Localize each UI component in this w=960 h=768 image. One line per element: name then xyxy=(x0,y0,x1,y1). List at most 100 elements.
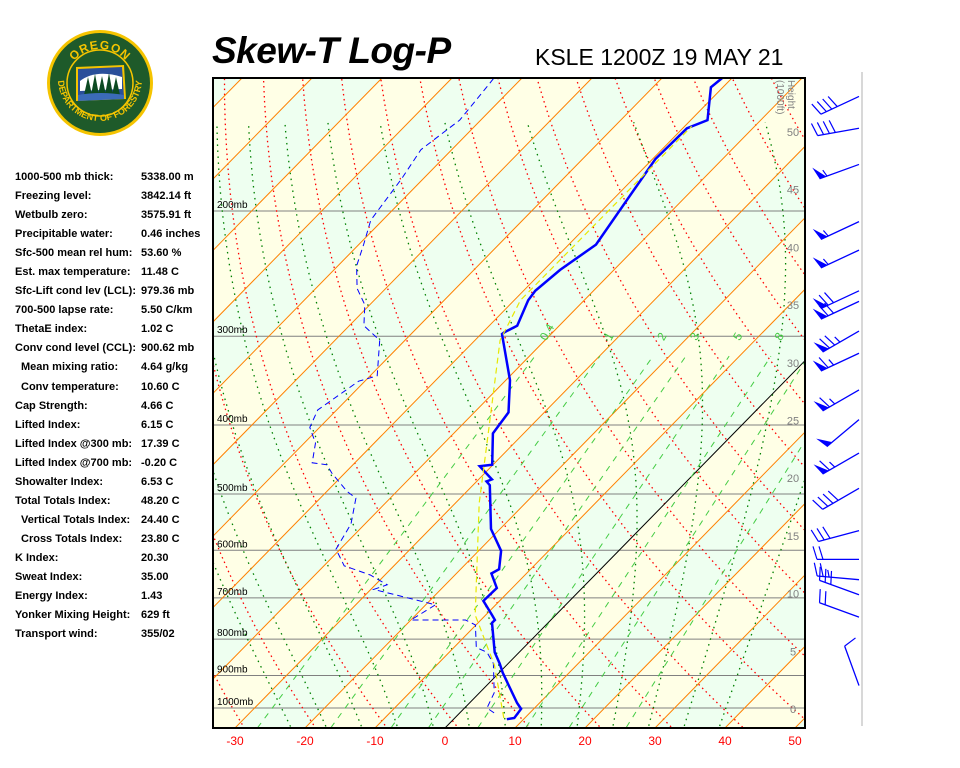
stat-row: Lifted Index @700 mb: -0.20 C xyxy=(15,454,225,473)
stat-value: 5338.00 m xyxy=(141,171,194,183)
mixing-ratio-line xyxy=(525,355,772,728)
isotherm-line xyxy=(234,145,805,728)
stat-label: Cross Totals Index: xyxy=(21,532,123,545)
wind-barb-full xyxy=(816,101,827,113)
stat-label: Lifted Index @300 mb: xyxy=(15,437,133,450)
wind-barb-staff xyxy=(819,602,860,618)
wind-barb xyxy=(813,330,860,353)
wind-barb-full xyxy=(818,546,824,560)
wind-barb-pennant xyxy=(813,464,829,475)
stat-value: 24.40 C xyxy=(141,513,180,526)
wind-barb-full xyxy=(822,98,833,110)
wind-barb-staff xyxy=(817,127,860,137)
height-tick-label: 10 xyxy=(787,589,799,601)
stat-value: 6.15 C xyxy=(141,418,174,431)
wind-barb xyxy=(811,95,860,115)
temperature-band xyxy=(0,78,172,728)
dry-adiabat-line xyxy=(419,78,805,721)
height-tick-label: 45 xyxy=(787,185,799,197)
wind-barb xyxy=(812,290,860,310)
isotherm-line xyxy=(865,78,960,728)
wind-barb-pennant xyxy=(813,401,829,411)
plot-frame xyxy=(212,77,806,729)
isotherm-line xyxy=(213,78,803,680)
wind-barb xyxy=(844,637,860,686)
isobar-label: 400mb xyxy=(217,414,248,425)
stat-value: 5.50 C/km xyxy=(141,304,193,317)
stat-value: 0.46 inches xyxy=(141,228,201,241)
stat-row: Yonker Mixing Height: 629 ft xyxy=(15,606,225,625)
stat-value: 3842.14 ft xyxy=(141,190,192,203)
stat-row: Energy Index: 1.43 xyxy=(15,587,225,606)
wind-barb-staff xyxy=(822,389,860,412)
stat-row: Conv cond level (CCL): 900.62 mb xyxy=(15,339,225,358)
stat-label: Sweat Index: xyxy=(15,570,83,583)
wind-barb-pennant xyxy=(812,257,828,268)
stat-value: 48.20 C xyxy=(141,494,180,507)
wind-barb-full xyxy=(810,529,819,542)
wind-barb-full xyxy=(819,563,824,577)
stat-value: 6.53 C xyxy=(141,475,174,488)
isotherm-line xyxy=(304,217,805,728)
stat-label: Lifted Index: xyxy=(15,418,81,431)
dry-adiabat-line xyxy=(340,78,674,728)
isotherm-line xyxy=(213,78,383,252)
wind-barb-pennant xyxy=(816,438,833,447)
isotherm-line xyxy=(213,78,593,466)
wind-barb-staff xyxy=(822,452,860,475)
isobar-label: 900mb xyxy=(217,664,248,675)
stat-row: Sfc-500 mean rel hum: 53.60 % xyxy=(15,244,225,263)
temperature-tick-label: 30 xyxy=(648,734,662,748)
wind-barb-staff xyxy=(819,579,860,596)
wind-barb-full xyxy=(822,526,831,539)
wind-barb-full xyxy=(818,305,829,317)
wind-barb xyxy=(812,249,860,269)
dry-adiabat-line xyxy=(874,53,960,737)
stat-row: Vertical Totals Index: 24.40 C xyxy=(15,511,225,530)
wind-barb-full xyxy=(824,292,835,304)
wind-barb xyxy=(812,352,860,372)
wind-barb xyxy=(812,487,860,510)
isobar-label: 200mb xyxy=(217,200,248,211)
wind-barb-full xyxy=(824,302,835,314)
stat-value: 629 ft xyxy=(141,609,170,622)
stat-row: Wetbulb zero: 3575.91 ft xyxy=(15,206,225,225)
stat-value: 4.64 g/kg xyxy=(141,361,189,374)
stat-label: Precipitable water: xyxy=(15,228,113,241)
mixing-ratio-line xyxy=(625,440,805,728)
stat-label: K Index: xyxy=(15,551,59,564)
wind-barb-full xyxy=(819,397,830,408)
stat-value: 11.48 C xyxy=(141,266,179,279)
stat-value: 23.80 C xyxy=(141,532,180,545)
wind-barb xyxy=(813,562,860,581)
dry-adiabat-line xyxy=(950,53,960,737)
isotherm-line xyxy=(213,78,523,395)
sounding-indices-panel: 1000-500 mb thick: 5338.00 m Freezing leve… xyxy=(15,168,225,644)
wind-barb-full xyxy=(812,546,818,560)
wind-barb-pennant xyxy=(812,228,828,240)
wind-barb-staff xyxy=(817,575,860,581)
wind-barb-full xyxy=(822,493,834,504)
stat-label: 700-500 lapse rate: xyxy=(15,304,114,317)
stat-label: Wetbulb zero: xyxy=(15,209,88,222)
stat-label: Total Totals Index: xyxy=(15,494,111,507)
wind-barb-half xyxy=(834,336,841,343)
mixing-ratio-line xyxy=(390,355,654,728)
isotherm-line xyxy=(213,78,243,109)
stat-row: Sweat Index: 35.00 xyxy=(15,568,225,587)
wind-barb-staff xyxy=(826,419,860,448)
wind-barb xyxy=(812,546,859,561)
stat-row: 1000-500 mb thick: 5338.00 m xyxy=(15,168,225,187)
parcel-profile-line xyxy=(474,125,693,719)
stat-row: ThetaE index: 1.02 C xyxy=(15,320,225,339)
stat-label: Vertical Totals Index: xyxy=(21,513,131,526)
stat-label: Conv cond level (CCL): xyxy=(15,342,137,355)
temperature-tick-label: 50 xyxy=(788,734,802,748)
wind-barb-full xyxy=(822,121,830,134)
wind-barb-half xyxy=(822,230,829,237)
stat-row: Showalter Index: 6.53 C xyxy=(15,473,225,492)
isotherm-line xyxy=(0,78,32,728)
height-tick-label: 0 xyxy=(790,704,796,716)
isotherm-line xyxy=(584,502,805,728)
